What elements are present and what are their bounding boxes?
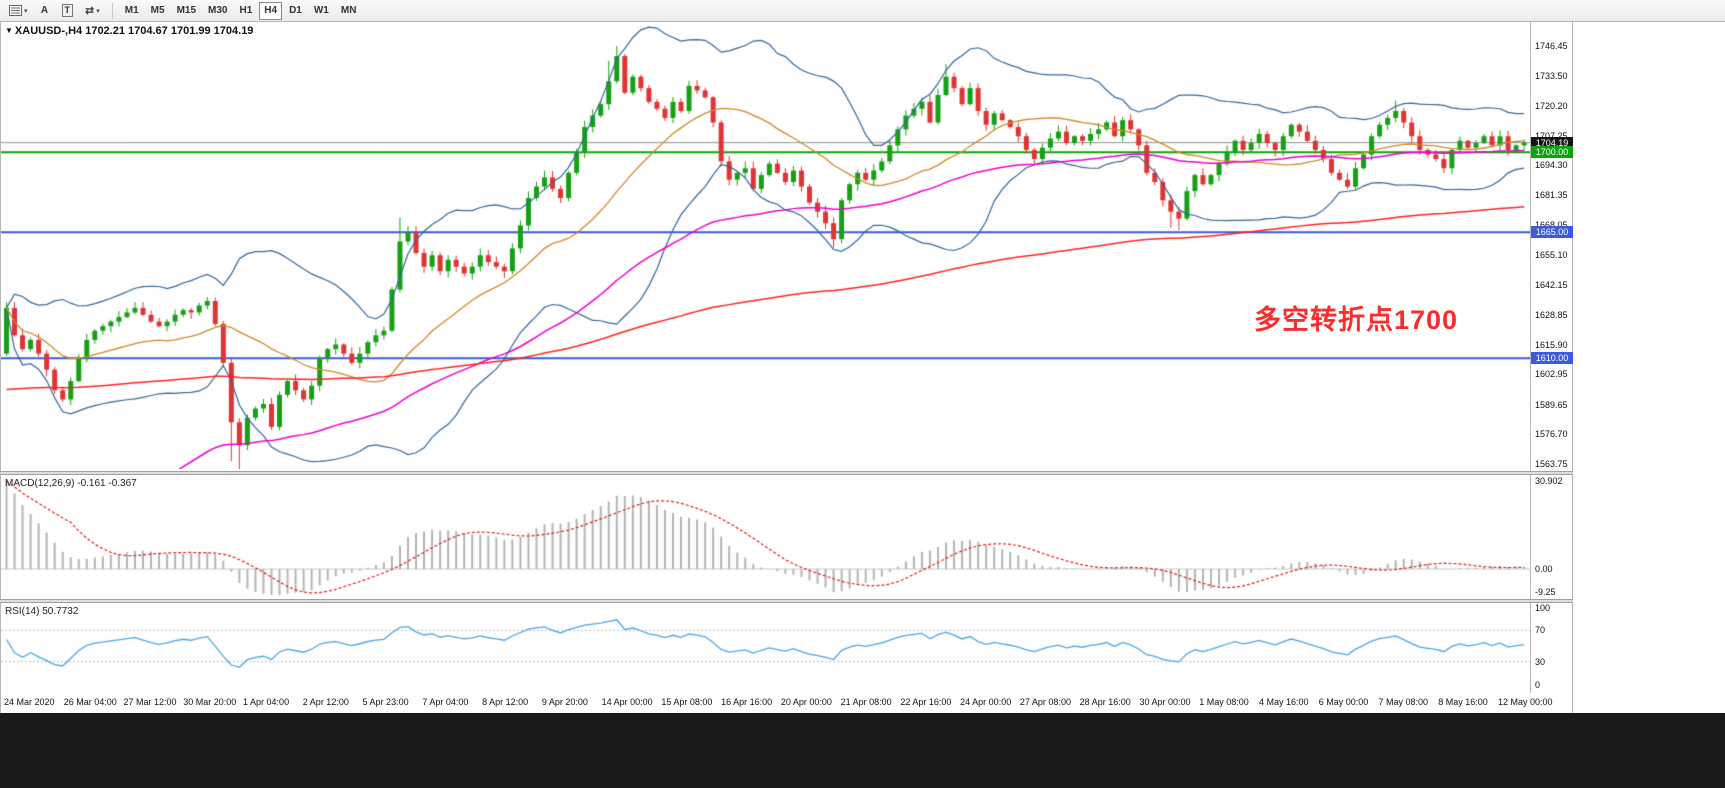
- time-axis-label: 27 Mar 12:00: [123, 697, 177, 707]
- time-axis-label: 30 Apr 00:00: [1139, 697, 1191, 707]
- time-axis-label: 24 Mar 2020: [4, 697, 55, 707]
- panel-splitter[interactable]: [0, 471, 1573, 475]
- font-tool-button[interactable]: A: [35, 2, 55, 20]
- price-axis-label: 1707.25: [1535, 130, 1568, 141]
- time-axis-label: 15 Apr 08:00: [661, 697, 713, 707]
- time-axis-label: 16 Apr 16:00: [721, 697, 773, 707]
- price-marker-1665.00[interactable]: 1665.00: [1531, 226, 1573, 239]
- macd-axis-label: 30.902: [1535, 475, 1563, 486]
- price-axis-label: 1720.20: [1535, 100, 1568, 111]
- text-tool-label: T: [61, 4, 74, 17]
- macd-axis-label: -9.25: [1535, 587, 1556, 597]
- macd-axis-label: 0.00: [1535, 564, 1553, 574]
- time-axis-label: 14 Apr 00:00: [601, 697, 653, 707]
- rsi-axis-border: [1530, 603, 1531, 693]
- price-axis-label: 1642.15: [1535, 279, 1568, 290]
- price-axis-label: 1563.75: [1535, 459, 1568, 470]
- time-axis-label: 30 Mar 20:00: [183, 697, 237, 707]
- rsi-panel: RSI(14) 50.7732 100 70 30 0: [0, 603, 1573, 693]
- time-axis-label: 21 Apr 08:00: [840, 697, 892, 707]
- macd-axis-border: [1530, 475, 1531, 599]
- time-axis-label: 2 Apr 12:00: [302, 697, 349, 707]
- price-axis-label: 1602.95: [1535, 369, 1568, 380]
- timeframe-group: M1 M5 M15 M30 H1 H4 D1 W1 MN: [120, 1, 362, 20]
- macd-canvas[interactable]: [1, 475, 1530, 597]
- one-click-trading-arrow[interactable]: ▼: [5, 26, 13, 35]
- time-axis-label: 27 Apr 08:00: [1019, 697, 1071, 707]
- chevron-down-icon: ▾: [24, 7, 28, 15]
- price-axis-label: 1628.85: [1535, 310, 1568, 321]
- time-axis-label: 26 Mar 04:00: [63, 697, 117, 707]
- timeframe-mn-button[interactable]: MN: [340, 5, 357, 16]
- timeframe-w1-button[interactable]: W1: [313, 5, 329, 16]
- price-marker-1700.00[interactable]: 1700.00: [1531, 146, 1573, 159]
- cursor-tool-button[interactable]: ⇄ ▾: [80, 2, 105, 20]
- chart-title-text: XAUUSD-,H4 1702.21 1704.67 1701.99 1704.…: [14, 25, 254, 37]
- timeframe-m30-button[interactable]: M30: [208, 5, 228, 16]
- panel-splitter[interactable]: [0, 599, 1573, 603]
- price-axis-label: 1576.70: [1535, 429, 1568, 440]
- price-axis-label: 1733.50: [1535, 70, 1568, 81]
- rsi-axis-label: 0: [1535, 680, 1541, 690]
- time-axis-label: 12 May 00:00: [1498, 697, 1553, 707]
- price-axis-border: [1530, 22, 1531, 471]
- rsi-axis-label: 30: [1535, 656, 1546, 667]
- timeframe-m5-button[interactable]: M5: [150, 5, 165, 16]
- time-axis-label: 22 Apr 16:00: [900, 697, 952, 707]
- time-axis-label: 4 May 16:00: [1258, 697, 1309, 707]
- toolbar-separator: [111, 2, 113, 19]
- macd-label: MACD(12,26,9) -0.161 -0.367: [5, 478, 137, 489]
- taskbar: [0, 713, 1725, 788]
- time-axis-label: 6 May 00:00: [1318, 697, 1369, 707]
- time-axis-label: 24 Apr 00:00: [960, 697, 1012, 707]
- price-marker-1610.00[interactable]: 1610.00: [1531, 352, 1573, 365]
- time-axis-label: 5 Apr 23:00: [362, 697, 409, 707]
- price-axis-label: 1668.05: [1535, 220, 1568, 230]
- time-axis-label: 7 Apr 04:00: [422, 697, 469, 707]
- price-axis-label: 1681.35: [1535, 189, 1568, 200]
- timeframe-d1-button[interactable]: D1: [289, 5, 302, 16]
- time-axis[interactable]: 24 Mar 2020 26 Mar 04:00 27 Mar 12:00 30 Ma…: [0, 693, 1573, 713]
- chart-list-icon: [9, 5, 22, 16]
- time-axis-label: 8 May 16:00: [1438, 697, 1488, 707]
- price-chart-canvas[interactable]: [1, 22, 1530, 469]
- time-axis-label: 9 Apr 20:00: [541, 697, 588, 707]
- price-marker-1704.19[interactable]: 1704.19: [1531, 136, 1573, 149]
- price-axis-label: 1589.65: [1535, 399, 1568, 410]
- rsi-axis-label: 100: [1535, 603, 1551, 613]
- price-axis-label: 1694.30: [1535, 160, 1568, 171]
- time-axis-label: 8 Apr 12:00: [482, 697, 529, 707]
- chart-title: ▼ XAUUSD-,H4 1702.21 1704.67 1701.99 1704…: [5, 25, 253, 37]
- time-axis-label: 1 May 08:00: [1199, 697, 1249, 707]
- chevron-down-icon: ▾: [96, 7, 100, 15]
- timeframe-h1-button[interactable]: H1: [239, 5, 253, 16]
- price-axis-label: 1615.90: [1535, 339, 1568, 350]
- text-tool-button[interactable]: T: [57, 2, 79, 20]
- time-axis-label: 7 May 08:00: [1378, 697, 1428, 707]
- price-axis-label: 1655.10: [1535, 249, 1568, 260]
- timeframe-m15-button[interactable]: M15: [176, 5, 197, 16]
- charts-list-button[interactable]: ▾: [4, 2, 33, 20]
- timeframe-m1-button[interactable]: M1: [124, 5, 139, 16]
- price-chart-panel: ▼ XAUUSD-,H4 1702.21 1704.67 1701.99 1704…: [0, 22, 1573, 471]
- price-axis-label: 1746.45: [1535, 40, 1568, 51]
- rsi-axis-label: 70: [1535, 625, 1546, 636]
- font-tool-label: A: [40, 5, 49, 16]
- time-axis-label: 20 Apr 00:00: [780, 697, 832, 707]
- macd-panel: MACD(12,26,9) -0.161 -0.367 30.902 0.00 -9…: [0, 475, 1573, 599]
- rsi-label: RSI(14) 50.7732: [5, 606, 79, 617]
- arrows-icon: ⇄: [85, 5, 95, 17]
- time-axis-label: 28 Apr 16:00: [1079, 697, 1131, 707]
- timeframe-h4-button[interactable]: H4: [259, 1, 283, 20]
- rsi-canvas[interactable]: [1, 603, 1530, 691]
- time-axis-label: 1 Apr 04:00: [243, 697, 290, 707]
- chart-annotation-text[interactable]: 多空转折点1700: [1254, 305, 1459, 335]
- toolbar: ▾ A T ⇄ ▾ M1 M5 M15 M30 H1 H4 D1 W1 MN: [0, 0, 1725, 22]
